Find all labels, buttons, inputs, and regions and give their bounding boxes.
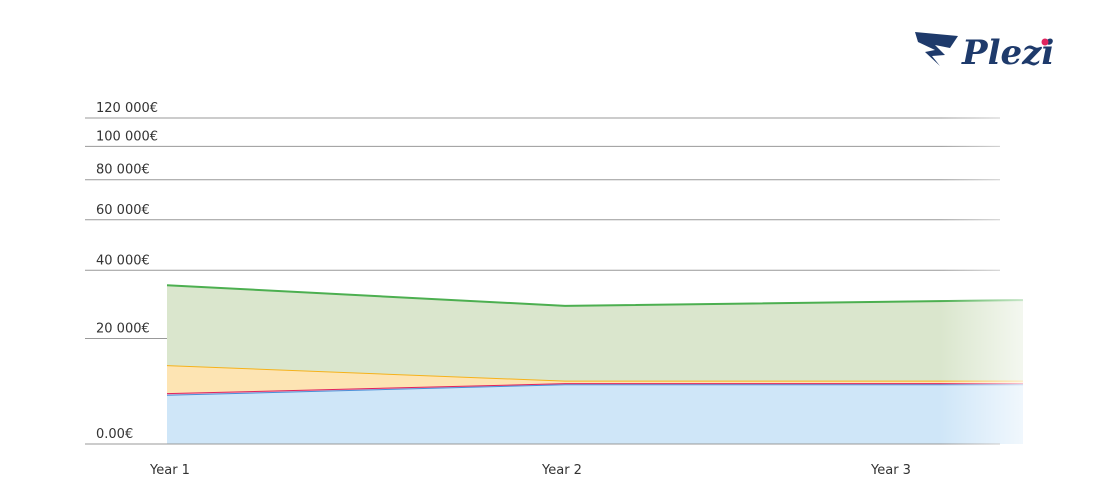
y-tick-label: 120 000€ [96,101,158,116]
area [167,365,1023,394]
fade-overlay [940,100,1030,450]
x-tick-label: Year 1 [149,463,190,478]
x-tick-label: Year 2 [541,463,582,478]
y-tick-label: 100 000€ [96,129,158,144]
x-tick-label: Year 3 [870,463,911,478]
area [167,285,1023,381]
area-line [166,284,1024,307]
logo: Plezi [915,32,1054,73]
y-tick-label: 0.00€ [96,427,133,442]
y-tick-label: 60 000€ [96,203,150,218]
y-tick-label: 40 000€ [96,253,150,268]
y-tick-label: 80 000€ [96,163,150,178]
logo-text: Plezi [961,33,1054,73]
area [167,384,1023,444]
y-tick-label: 20 000€ [96,321,150,336]
